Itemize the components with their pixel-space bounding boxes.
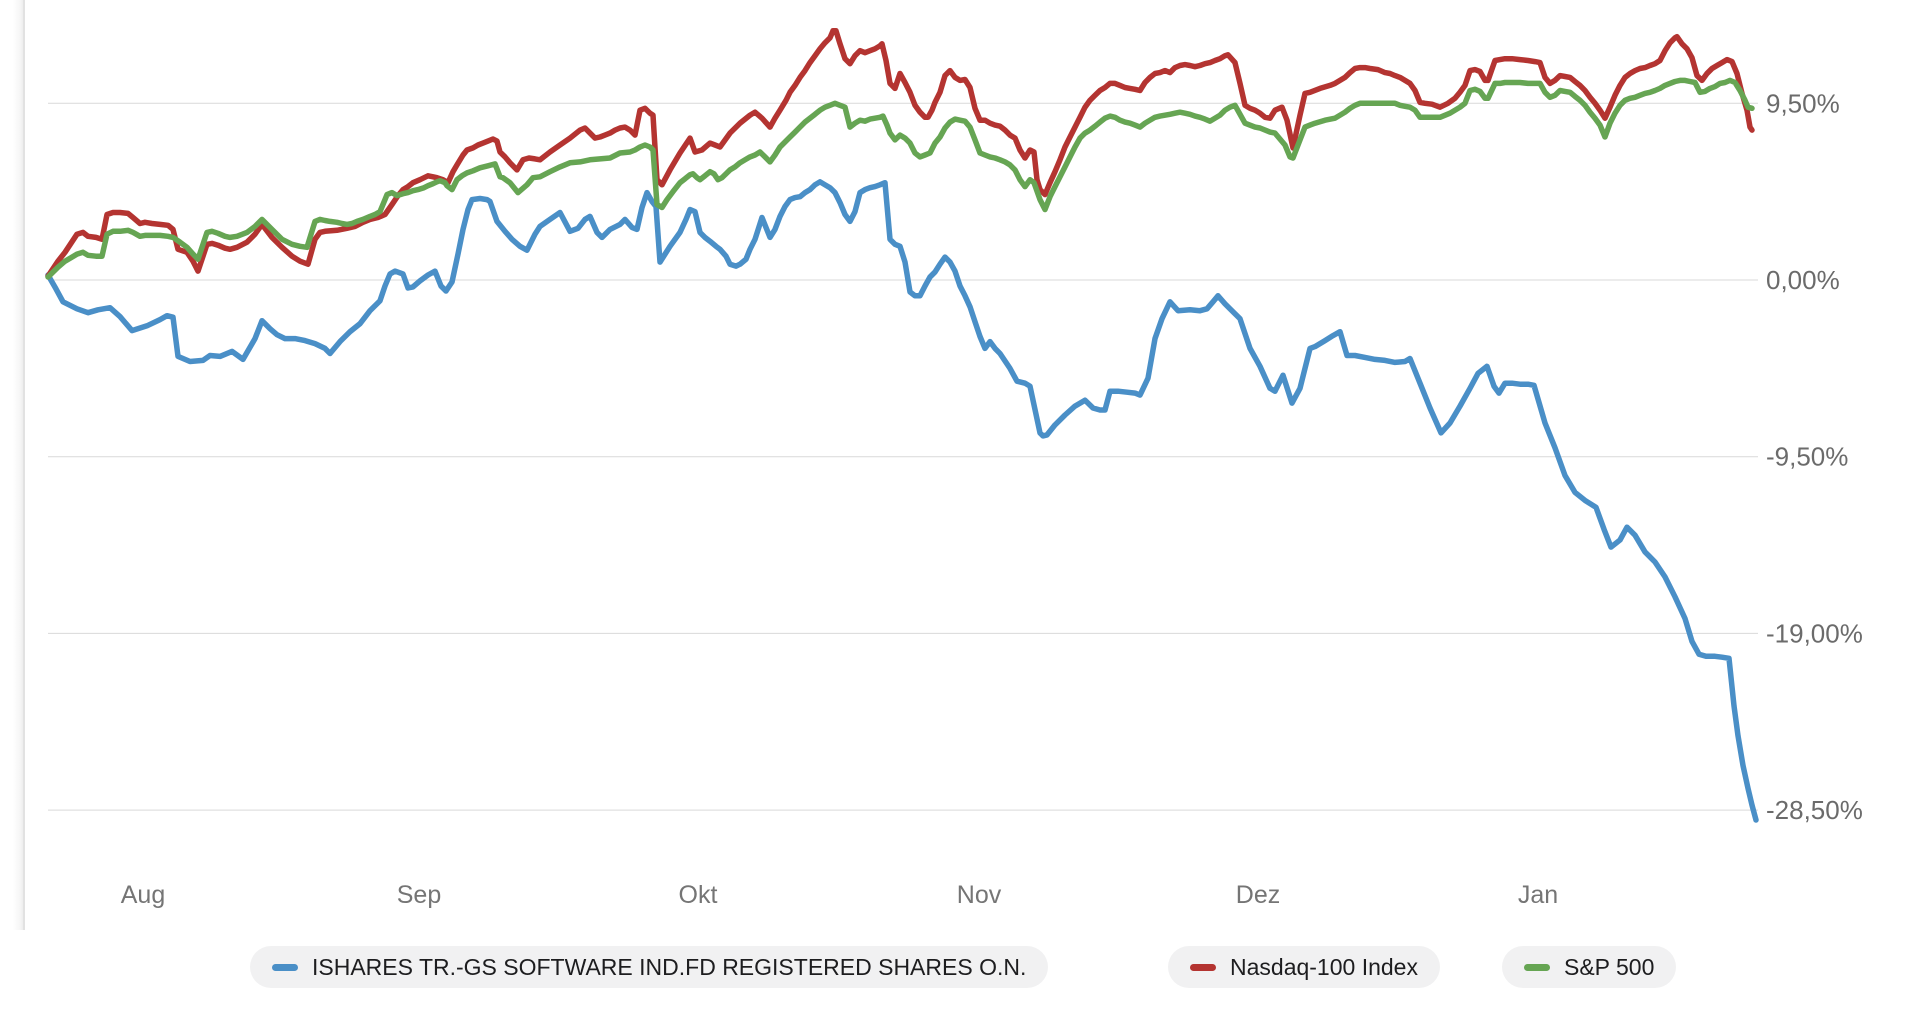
x-axis-month-label: Aug (121, 881, 165, 909)
y-axis-tick-label: -28,50% (1766, 795, 1863, 825)
legend-item-label: S&P 500 (1564, 953, 1655, 980)
legend-item-nasdaq-100[interactable]: Nasdaq-100 Index (1168, 946, 1440, 988)
legend-item-sp-500[interactable]: S&P 500 (1502, 946, 1677, 988)
y-axis-tick-label: -9,50% (1766, 442, 1848, 472)
series-line-nasdaq-100[interactable] (45, 28, 1755, 279)
legend-item-label: ISHARES TR.-GS SOFTWARE IND.FD REGISTERE… (312, 953, 1027, 980)
x-axis-month-label: Jan (1518, 881, 1558, 909)
x-axis-month-label: Nov (957, 881, 1002, 909)
x-axis-month-label: Okt (679, 881, 718, 909)
legend-color-dash-icon (1190, 963, 1216, 971)
legend-item-label: Nasdaq-100 Index (1230, 953, 1418, 980)
legend-color-dash-icon (1524, 963, 1550, 971)
legend-color-dash-icon (272, 963, 298, 971)
panel-edge-shadow (0, 0, 23, 930)
y-axis-tick-label: 9,50% (1766, 88, 1840, 118)
x-axis-month-label: Dez (1236, 881, 1280, 909)
panel-edge-divider (23, 0, 25, 930)
legend-item-ishares-etf[interactable]: ISHARES TR.-GS SOFTWARE IND.FD REGISTERE… (250, 946, 1049, 988)
series-line-ishares-etf[interactable] (45, 179, 1759, 823)
y-axis-tick-label: 0,00% (1766, 265, 1840, 295)
series-line-sp-500[interactable] (45, 77, 1755, 280)
chart-legend: ISHARES TR.-GS SOFTWARE IND.FD REGISTERE… (0, 946, 1919, 992)
x-axis-month-label: Sep (397, 881, 441, 909)
y-axis-tick-label: -19,00% (1766, 618, 1863, 648)
